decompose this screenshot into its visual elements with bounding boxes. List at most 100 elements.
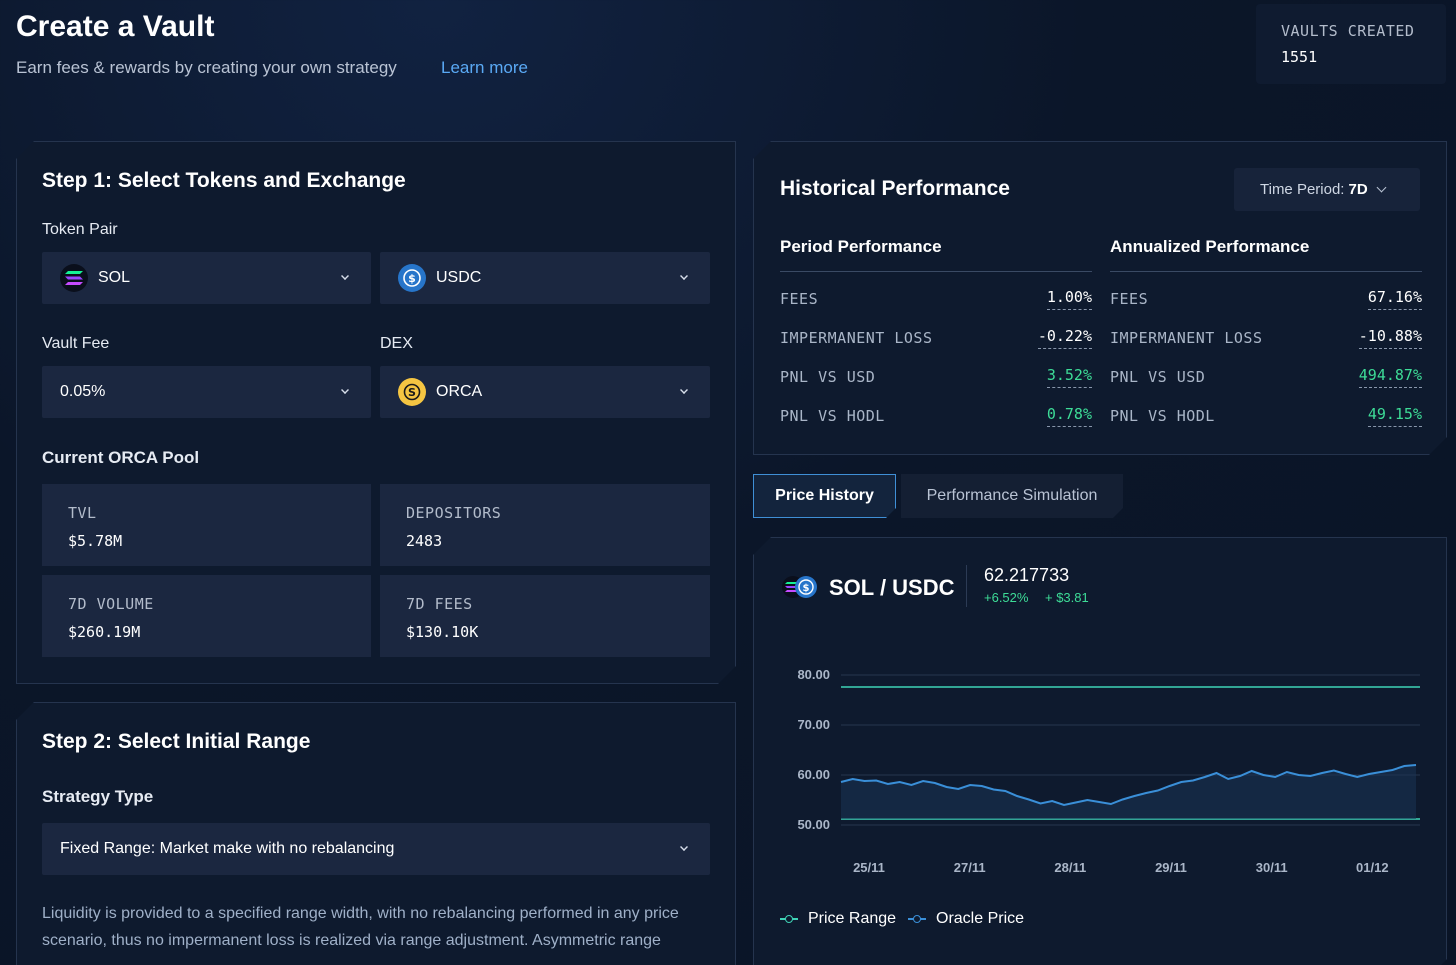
pool-tvl: TVL $5.78M: [42, 484, 371, 566]
dex-label: DEX: [380, 335, 413, 352]
metric-value[interactable]: 3.52%: [1046, 366, 1092, 388]
legend-label: Oracle Price: [936, 910, 1025, 927]
vaults-created-label: VAULTS CREATED: [1281, 22, 1415, 40]
metric-value[interactable]: 67.16%: [1367, 288, 1422, 310]
divider: [1110, 271, 1422, 272]
dex-select[interactable]: S ORCA: [380, 366, 710, 418]
strategy-type-select[interactable]: Fixed Range: Market make with no rebalan…: [42, 823, 710, 875]
price-chart-card: [753, 537, 1447, 965]
chevron-down-icon: [341, 386, 349, 394]
metric-label: PNL VS HODL: [1110, 407, 1215, 425]
x-tick-label: 28/11: [1054, 860, 1086, 875]
chevron-down-icon: [680, 843, 688, 851]
x-tick-label: 30/11: [1256, 860, 1288, 875]
time-period-value: 7D: [1348, 181, 1368, 198]
time-period-prefix: Time Period:: [1260, 181, 1345, 198]
page-title: Create a Vault: [16, 10, 215, 43]
token-a-select[interactable]: SOL: [42, 252, 371, 304]
price-change-percent: +6.52%: [984, 590, 1029, 605]
legend-oracle-price[interactable]: Oracle Price: [908, 910, 1024, 928]
legend-label: Price Range: [808, 910, 897, 927]
annualized-row-pnl-usd: PNL VS USD 494.87%: [1110, 366, 1422, 388]
annualized-performance-title: Annualized Performance: [1110, 237, 1310, 256]
strategy-type-label: Strategy Type: [42, 787, 154, 806]
pool-depositors: DEPOSITORS 2483: [380, 484, 710, 566]
metric-label: FEES: [780, 290, 819, 308]
usdc-token-icon: $: [398, 264, 426, 292]
legend-price-range[interactable]: Price Range: [780, 910, 896, 928]
step1-title: Step 1: Select Tokens and Exchange: [42, 169, 406, 192]
y-tick-label: 60.00: [797, 767, 830, 782]
annualized-row-fees: FEES 67.16%: [1110, 288, 1422, 310]
metric-value[interactable]: -10.88%: [1358, 327, 1422, 349]
tab-price-history[interactable]: Price History: [753, 474, 896, 518]
metric-label: IMPERMANENT LOSS: [780, 329, 933, 347]
y-tick-label: 70.00: [797, 717, 830, 732]
vaults-created-stat: VAULTS CREATED 1551: [1256, 4, 1446, 84]
time-period-dropdown[interactable]: Time Period: 7D: [1234, 168, 1420, 211]
pool-stat-label: 7D FEES: [406, 595, 473, 613]
metric-label: PNL VS USD: [1110, 368, 1206, 386]
period-row-il: IMPERMANENT LOSS -0.22%: [780, 327, 1092, 349]
svg-text:$: $: [408, 272, 416, 285]
pool-stat-label: 7D VOLUME: [68, 595, 154, 613]
vault-fee-select[interactable]: 0.05%: [42, 366, 371, 418]
learn-more-link[interactable]: Learn more: [441, 58, 528, 77]
pair-icon: $: [782, 576, 817, 598]
strategy-type-value: Fixed Range: Market make with no rebalan…: [60, 840, 395, 857]
token-pair-label: Token Pair: [42, 221, 118, 238]
annualized-row-pnl-hodl: PNL VS HODL 49.15%: [1110, 405, 1422, 427]
metric-value[interactable]: 0.78%: [1046, 405, 1092, 427]
pool-7d-volume: 7D VOLUME $260.19M: [42, 575, 371, 657]
pool-stat-value: $5.78M: [68, 532, 123, 550]
token-b-select[interactable]: $ USDC: [380, 252, 710, 304]
price-history-chart[interactable]: 80.00 70.00 60.00 50.00 25/11 27/11 28/11 29/11…: [780, 650, 1440, 890]
metric-value[interactable]: -0.22%: [1037, 327, 1092, 349]
y-tick-label: 50.00: [797, 817, 830, 832]
metric-label: PNL VS HODL: [780, 407, 885, 425]
legend-line-icon: [780, 914, 798, 924]
metric-label: PNL VS USD: [780, 368, 876, 386]
strategy-description: Liquidity is provided to a specified ran…: [42, 905, 679, 949]
pool-stat-value: $130.10K: [406, 623, 479, 641]
vault-fee-value: 0.05%: [60, 383, 106, 400]
period-row-fees: FEES 1.00%: [780, 288, 1092, 310]
step2-title: Step 2: Select Initial Range: [42, 730, 311, 753]
x-tick-label: 29/11: [1155, 860, 1187, 875]
vault-fee-label: Vault Fee: [42, 335, 110, 352]
legend-line-icon: [908, 914, 926, 924]
price-change-absolute: + $3.81: [1045, 590, 1089, 605]
metric-value[interactable]: 1.00%: [1046, 288, 1092, 310]
pool-stat-value: 2483: [406, 532, 443, 550]
period-row-pnl-hodl: PNL VS HODL 0.78%: [780, 405, 1092, 427]
chevron-down-icon: [341, 272, 349, 280]
pool-stat-label: TVL: [68, 504, 97, 522]
annualized-row-il: IMPERMANENT LOSS -10.88%: [1110, 327, 1422, 349]
page-subtitle: Earn fees & rewards by creating your own…: [16, 58, 397, 77]
x-tick-label: 25/11: [853, 860, 885, 875]
metric-label: IMPERMANENT LOSS: [1110, 329, 1263, 347]
metric-label: FEES: [1110, 290, 1149, 308]
period-performance-title: Period Performance: [780, 237, 942, 256]
orca-logo-icon: S: [398, 378, 426, 406]
sol-token-icon: [60, 264, 88, 292]
divider: [780, 271, 1092, 272]
divider: [966, 565, 967, 607]
tab-performance-simulation[interactable]: Performance Simulation: [901, 474, 1123, 518]
pool-stat-label: DEPOSITORS: [406, 504, 502, 522]
token-a-value: SOL: [98, 269, 131, 286]
current-pool-label: Current ORCA Pool: [42, 448, 200, 467]
svg-text:$: $: [803, 583, 810, 594]
pair-label: SOL / USDC: [829, 575, 955, 600]
chevron-down-icon: [1376, 182, 1387, 193]
x-tick-label: 27/11: [954, 860, 986, 875]
oracle-price-area: [841, 765, 1416, 819]
pool-7d-fees: 7D FEES $130.10K: [380, 575, 710, 657]
y-tick-label: 80.00: [797, 667, 830, 682]
metric-value[interactable]: 494.87%: [1358, 366, 1422, 388]
x-tick-label: 01/12: [1356, 860, 1389, 875]
current-price: 62.217733: [984, 565, 1070, 585]
historical-performance-title: Historical Performance: [780, 177, 1010, 200]
metric-value[interactable]: 49.15%: [1367, 405, 1422, 427]
dex-value: ORCA: [436, 383, 483, 400]
